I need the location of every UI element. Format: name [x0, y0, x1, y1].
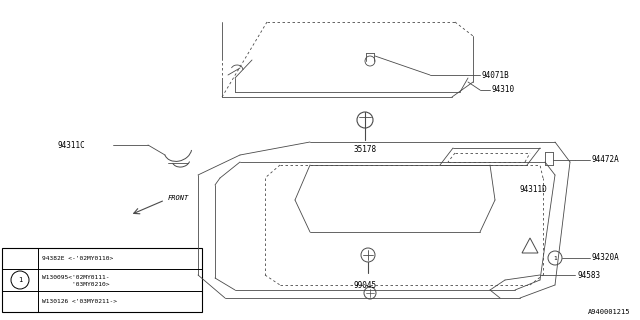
Text: 1: 1: [553, 255, 557, 260]
Text: 94311C: 94311C: [58, 140, 86, 149]
Text: 94310: 94310: [492, 85, 515, 94]
Text: 94583: 94583: [577, 270, 600, 279]
Text: W130126 <'03MY0211->: W130126 <'03MY0211->: [42, 299, 117, 304]
Text: 94071B: 94071B: [482, 70, 509, 79]
Text: 35178: 35178: [353, 146, 376, 155]
Text: 1: 1: [18, 277, 22, 283]
Text: 94320A: 94320A: [592, 253, 620, 262]
Text: 99045: 99045: [353, 281, 376, 290]
Text: 94311D: 94311D: [520, 186, 548, 195]
Text: '03MY0210>: '03MY0210>: [42, 282, 109, 287]
Text: W130095<'02MY0111-: W130095<'02MY0111-: [42, 276, 109, 280]
Text: 94472A: 94472A: [592, 156, 620, 164]
Text: FRONT: FRONT: [168, 195, 189, 201]
Bar: [2, 248, 202, 312]
Text: A940001215: A940001215: [588, 309, 630, 315]
Text: 94382E <-'02MY0110>: 94382E <-'02MY0110>: [42, 256, 113, 261]
